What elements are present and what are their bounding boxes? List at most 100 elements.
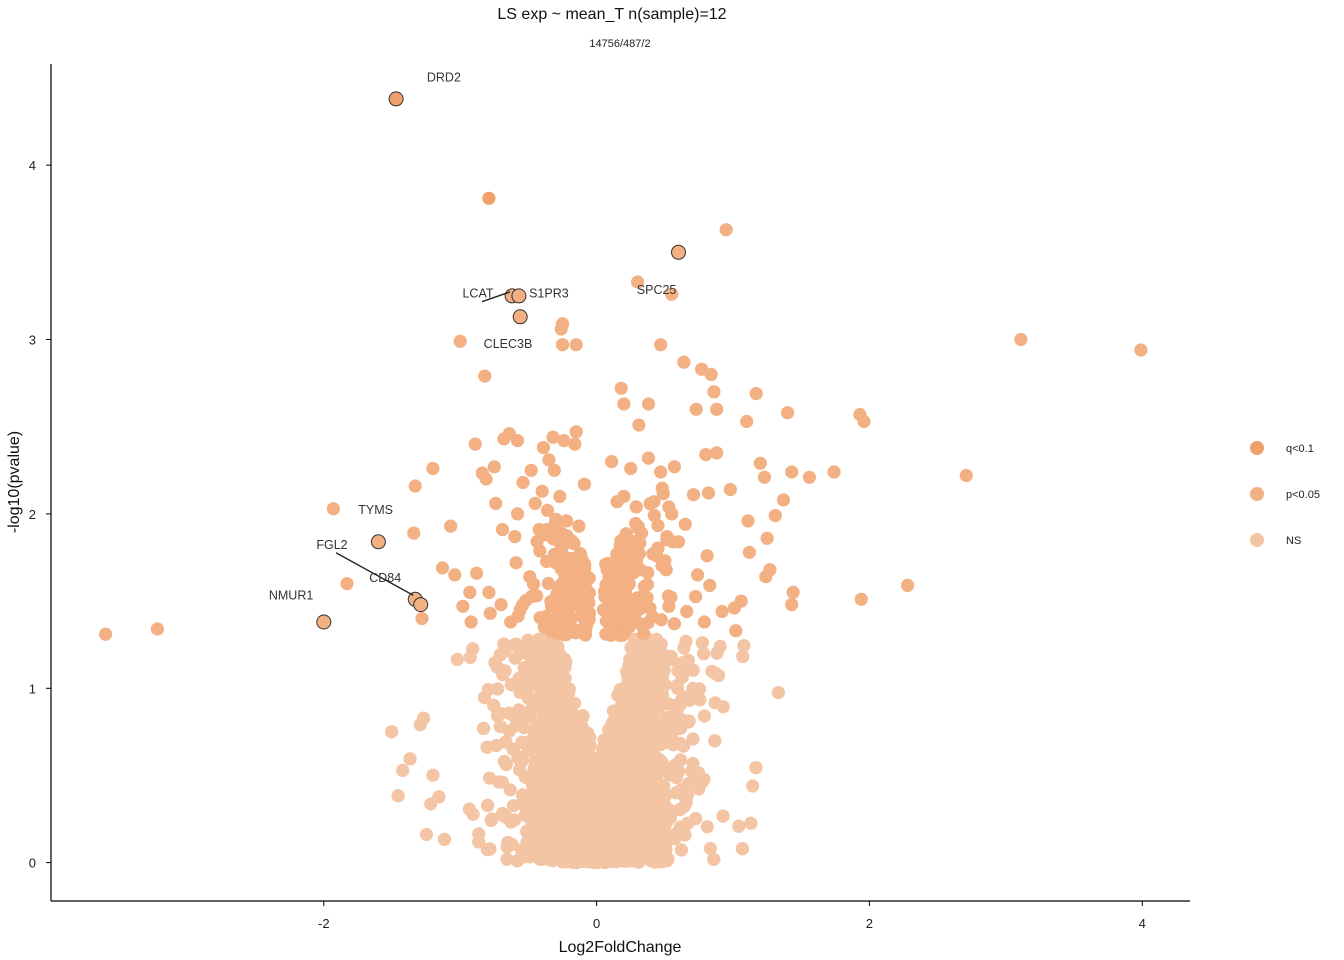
ns-point <box>631 854 645 868</box>
ns-point <box>520 802 534 817</box>
ns-point <box>681 653 695 667</box>
ns-point <box>521 633 535 648</box>
ns-point <box>682 714 696 728</box>
ns-point <box>669 826 684 841</box>
ns-point <box>771 686 785 700</box>
ns-point <box>541 847 555 861</box>
ns-point <box>681 816 695 830</box>
ns-point <box>472 835 486 849</box>
ns-point <box>505 708 519 722</box>
ns-point <box>659 814 673 829</box>
chart-title: LS exp ~ mean_T n(sample)=12 <box>497 6 726 23</box>
ns-point <box>517 721 531 735</box>
ns-point <box>507 638 522 652</box>
ns-point <box>716 809 730 823</box>
ns-point <box>697 647 711 661</box>
ns-point <box>673 736 687 751</box>
ns-point <box>518 711 532 725</box>
ns-point <box>697 709 712 723</box>
ns-point <box>450 652 464 667</box>
ns-point <box>676 787 690 802</box>
ns-point <box>500 852 514 866</box>
ns-point <box>661 697 676 711</box>
ns-point <box>737 639 751 653</box>
ns-point <box>647 715 661 729</box>
ns-point <box>686 681 700 696</box>
chart-subtitle: 14756/487/2 <box>589 38 650 50</box>
ns-point <box>532 732 546 746</box>
ns-point <box>516 675 530 689</box>
ns-point <box>691 766 706 780</box>
ns-point <box>644 781 658 796</box>
ns-point <box>490 709 505 723</box>
ns-point <box>693 693 707 707</box>
ns-point <box>543 837 558 851</box>
ns-point <box>683 693 697 707</box>
ns-point <box>674 843 689 857</box>
ns-point <box>508 651 522 665</box>
ns-point <box>700 820 714 834</box>
ns-point <box>426 768 440 782</box>
ns-point <box>396 763 410 778</box>
ns-point <box>493 648 507 662</box>
ns-point <box>711 668 726 683</box>
ns-point <box>391 789 405 803</box>
ns-point <box>499 757 513 772</box>
ns-point <box>505 837 519 852</box>
ns-point <box>533 811 547 826</box>
ns-point <box>662 767 676 782</box>
ns-point <box>641 821 655 835</box>
ns-point <box>673 753 688 767</box>
ns-point <box>707 852 721 866</box>
ns-point <box>530 721 544 735</box>
ns-point <box>654 737 668 752</box>
ns-point <box>522 692 536 706</box>
ns-point <box>732 819 746 833</box>
ns-point <box>660 724 674 738</box>
ns-point <box>517 661 531 675</box>
ns-point <box>480 740 494 754</box>
ns-point <box>692 782 706 796</box>
ns-point <box>432 790 446 804</box>
ns-point <box>658 655 673 669</box>
ns-point <box>632 809 646 823</box>
ns-point <box>686 732 700 746</box>
ns-point <box>515 754 529 768</box>
ns-point <box>652 664 666 679</box>
ns-point <box>521 743 536 757</box>
ns-point <box>385 725 399 739</box>
ns-point <box>403 752 417 766</box>
ns-point <box>546 787 560 801</box>
ns-point <box>643 769 657 783</box>
ns-point <box>416 711 431 725</box>
ns-point <box>548 805 562 819</box>
ns-point <box>656 793 670 807</box>
ns-point <box>672 721 686 736</box>
ns-point <box>492 775 506 789</box>
ns-point <box>647 748 661 762</box>
ns-point <box>655 828 669 842</box>
ns-point <box>477 721 491 736</box>
ns-point <box>708 734 722 748</box>
ns-point <box>516 788 530 802</box>
ns-point <box>677 641 691 655</box>
ns-point <box>520 824 534 839</box>
ns-point <box>462 802 476 816</box>
ns-point <box>695 636 709 650</box>
ns-point <box>491 682 505 696</box>
ns-point <box>498 664 512 678</box>
ns-point <box>481 798 495 813</box>
ns-point <box>504 678 518 692</box>
ns-point <box>484 813 498 828</box>
ns-point <box>647 692 662 706</box>
ns-point <box>506 742 520 756</box>
ns-point <box>735 842 750 856</box>
ns-point <box>673 802 688 816</box>
ns-point <box>487 698 501 713</box>
ns-point <box>466 642 480 656</box>
ns-point <box>746 779 760 793</box>
ns-point <box>530 769 544 783</box>
ns-point <box>611 688 625 702</box>
